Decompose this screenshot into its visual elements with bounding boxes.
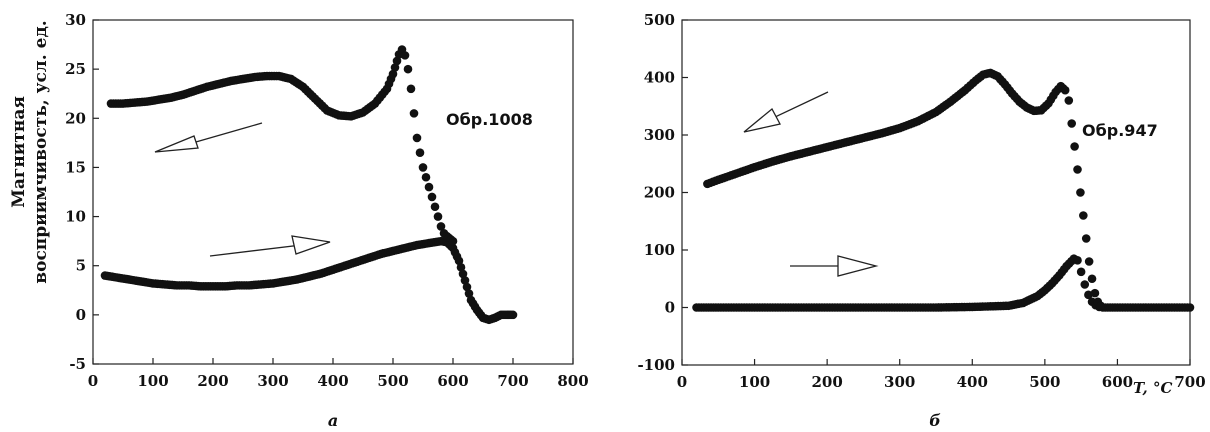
x-tick-label-a: 300 [257, 372, 288, 390]
data-point [1070, 142, 1079, 151]
x-tick-label-b: 200 [811, 373, 842, 391]
data-point [1090, 288, 1100, 298]
data-point [464, 289, 474, 298]
x-axis-label-b: T, °C [1133, 379, 1172, 397]
x-ticks-b: 0 100 200 300 400 500 600 700 [677, 359, 1206, 391]
data-point [388, 69, 398, 79]
x-tick-label-a: 100 [137, 372, 168, 390]
y-tick-label-b: 200 [644, 184, 675, 202]
y-tick-label-a: 5 [76, 257, 86, 275]
heating-series-b [692, 254, 1195, 312]
data-point [1064, 96, 1074, 105]
data-point [406, 84, 416, 94]
data-point [458, 269, 468, 279]
data-point [409, 109, 419, 118]
data-point [1081, 234, 1091, 243]
y-tick-label-a: 10 [65, 208, 86, 226]
data-point [1073, 256, 1082, 265]
data-point [1076, 267, 1086, 277]
y-tick-label-b: 300 [644, 126, 675, 144]
y-axis-label-line1: Магнитная [9, 96, 29, 208]
y-tick-label-a: 0 [76, 306, 86, 324]
data-points-a [100, 45, 518, 325]
data-point [1076, 188, 1085, 197]
y-tick-label-b: 500 [644, 11, 675, 29]
data-point [462, 282, 472, 292]
y-tick-label-a: 15 [65, 158, 86, 176]
data-point [1060, 85, 1070, 95]
data-point [421, 172, 431, 182]
data-point [1067, 119, 1077, 128]
heating-series-a [100, 236, 518, 325]
panel-label-a: а [328, 411, 338, 430]
data-point [1185, 303, 1195, 312]
plot-frame-b [681, 19, 1191, 366]
data-point [390, 63, 400, 72]
y-tick-label-a: 25 [65, 60, 86, 78]
cooling-series-a [106, 45, 458, 246]
y-tick-label-b: 400 [644, 69, 675, 87]
x-tick-label-b: 0 [677, 373, 687, 391]
y-axis-label-line2: восприимчивость, усл. ед. [31, 20, 51, 283]
data-point [1079, 211, 1088, 220]
data-point [1096, 301, 1106, 311]
y-tick-label-b: 0 [665, 299, 675, 317]
data-point [436, 222, 446, 231]
x-tick-label-b: 100 [739, 373, 770, 391]
data-point [1080, 280, 1090, 289]
data-point [427, 192, 437, 202]
x-tick-label-b: 600 [1102, 373, 1133, 391]
data-point [456, 263, 466, 272]
y-ticks-b: -100 0 100 200 300 400 500 [637, 11, 688, 374]
y-tick-label-a: 20 [65, 109, 86, 127]
cooling-arrow-b [743, 91, 829, 133]
x-tick-label-b: 500 [1029, 373, 1060, 391]
y-ticks-a: -5 0 5 10 15 20 25 30 [65, 11, 99, 373]
data-point [412, 133, 422, 143]
cooling-series-b [703, 68, 1106, 311]
x-tick-label-a: 500 [377, 372, 408, 390]
data-point [403, 64, 413, 74]
x-tick-label-b: 400 [957, 373, 988, 391]
sample-label-a: Обр.1008 [446, 110, 533, 129]
data-point [430, 202, 440, 212]
y-tick-label-a: 30 [65, 11, 86, 29]
x-ticks-a: 0 100 200 300 400 500 600 700 800 [88, 358, 589, 390]
data-point [1073, 165, 1082, 174]
y-tick-label-a: -5 [69, 355, 86, 373]
x-tick-label-a: 200 [197, 372, 228, 390]
data-point [454, 256, 464, 266]
data-point [433, 212, 443, 221]
heating-arrow-b [790, 255, 879, 277]
sample-label-b: Обр.947 [1082, 121, 1158, 140]
x-tick-label-b: 300 [884, 373, 915, 391]
y-tick-label-b: 100 [644, 241, 675, 259]
x-tick-label-a: 600 [437, 372, 468, 390]
data-points-b [692, 68, 1195, 312]
y-tick-label-b: -100 [637, 356, 675, 374]
data-point [508, 310, 518, 320]
heating-arrow-a [209, 235, 331, 257]
x-tick-label-b: 700 [1174, 373, 1205, 391]
data-point [448, 236, 458, 246]
data-point [424, 182, 434, 192]
x-tick-label-a: 0 [88, 372, 98, 390]
x-tick-label-a: 700 [497, 372, 528, 390]
data-point [400, 51, 410, 60]
data-point [415, 148, 425, 157]
data-point [460, 276, 470, 285]
y-axis-label: Магнитная восприимчивость, усл. ед. [9, 20, 51, 283]
data-point [1084, 290, 1093, 300]
data-point [1084, 257, 1094, 266]
panel-label-b: б [929, 411, 941, 430]
data-point [418, 163, 428, 172]
cooling-arrow-a [154, 122, 263, 153]
data-point [392, 56, 402, 66]
x-tick-label-a: 800 [557, 372, 588, 390]
x-tick-label-a: 400 [317, 372, 348, 390]
data-point [1087, 274, 1097, 284]
